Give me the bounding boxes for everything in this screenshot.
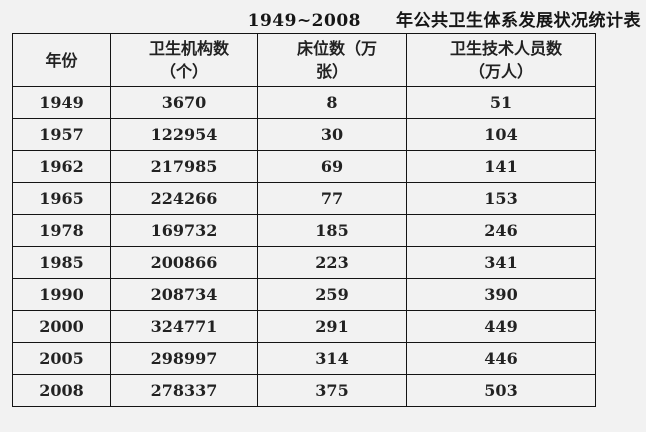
cell-year: 1962	[12, 150, 111, 183]
cell-beds: 77	[257, 182, 407, 215]
table-header-row: 年份 卫生机构数 （个） 床位数（万 张） 卫生技术人员数 （万人）	[12, 33, 596, 87]
header-beds-unit: 张）	[315, 62, 348, 81]
header-year: 年份	[12, 33, 111, 87]
cell-staff: 153	[406, 182, 596, 215]
cell-beds: 8	[257, 86, 407, 119]
cell-staff: 104	[406, 118, 596, 151]
cell-year: 2008	[12, 374, 111, 407]
cell-year: 1957	[12, 118, 111, 151]
cell-beds: 185	[257, 214, 407, 247]
cell-institutions: 298997	[110, 342, 258, 375]
cell-institutions: 122954	[110, 118, 258, 151]
table-row: 2000 324771 291 449	[12, 310, 596, 343]
cell-staff: 390	[406, 278, 596, 311]
cell-institutions: 324771	[110, 310, 258, 343]
cell-year: 2005	[12, 342, 111, 375]
table-row: 1965 224266 77 153	[12, 182, 596, 215]
cell-beds: 375	[257, 374, 407, 407]
cell-year: 1965	[12, 182, 111, 215]
cell-staff: 341	[406, 246, 596, 279]
table-row: 1962 217985 69 141	[12, 150, 596, 183]
cell-staff: 141	[406, 150, 596, 183]
cell-beds: 259	[257, 278, 407, 311]
cell-year: 1949	[12, 86, 111, 119]
cell-beds: 223	[257, 246, 407, 279]
table-row: 1978 169732 185 246	[12, 214, 596, 247]
header-beds: 床位数（万 张）	[257, 33, 407, 87]
header-staff: 卫生技术人员数 （万人）	[406, 33, 596, 87]
health-statistics-table: 年份 卫生机构数 （个） 床位数（万 张） 卫生技术人员数 （万人） 1949 …	[12, 33, 596, 407]
cell-year: 1978	[12, 214, 111, 247]
cell-beds: 291	[257, 310, 407, 343]
header-staff-label: 卫生技术人员数	[449, 39, 562, 58]
table-row: 1985 200866 223 341	[12, 246, 596, 279]
cell-beds: 69	[257, 150, 407, 183]
header-institutions-label: 卫生机构数	[148, 39, 229, 58]
table-row: 2008 278337 375 503	[12, 374, 596, 407]
header-institutions: 卫生机构数 （个）	[110, 33, 258, 87]
cell-beds: 30	[257, 118, 407, 151]
header-year-label: 年份	[45, 50, 78, 70]
header-institutions-unit: （个）	[159, 62, 208, 81]
table-row: 1957 122954 30 104	[12, 118, 596, 151]
cell-year: 1985	[12, 246, 111, 279]
page-title: 1949~2008 年公共卫生体系发展状况统计表	[247, 11, 641, 31]
cell-institutions: 217985	[110, 150, 258, 183]
cell-institutions: 200866	[110, 246, 258, 279]
cell-year: 2000	[12, 310, 111, 343]
cell-staff: 446	[406, 342, 596, 375]
table-row: 1949 3670 8 51	[12, 86, 596, 119]
cell-staff: 503	[406, 374, 596, 407]
cell-staff: 246	[406, 214, 596, 247]
table-row: 1990 208734 259 390	[12, 278, 596, 311]
header-staff-unit: （万人）	[468, 62, 533, 81]
cell-institutions: 224266	[110, 182, 258, 215]
cell-staff: 449	[406, 310, 596, 343]
cell-year: 1990	[12, 278, 111, 311]
cell-staff: 51	[406, 86, 596, 119]
cell-institutions: 169732	[110, 214, 258, 247]
cell-institutions: 3670	[110, 86, 258, 119]
cell-beds: 314	[257, 342, 407, 375]
header-beds-label: 床位数（万	[296, 39, 377, 58]
cell-institutions: 208734	[110, 278, 258, 311]
table-row: 2005 298997 314 446	[12, 342, 596, 375]
cell-institutions: 278337	[110, 374, 258, 407]
